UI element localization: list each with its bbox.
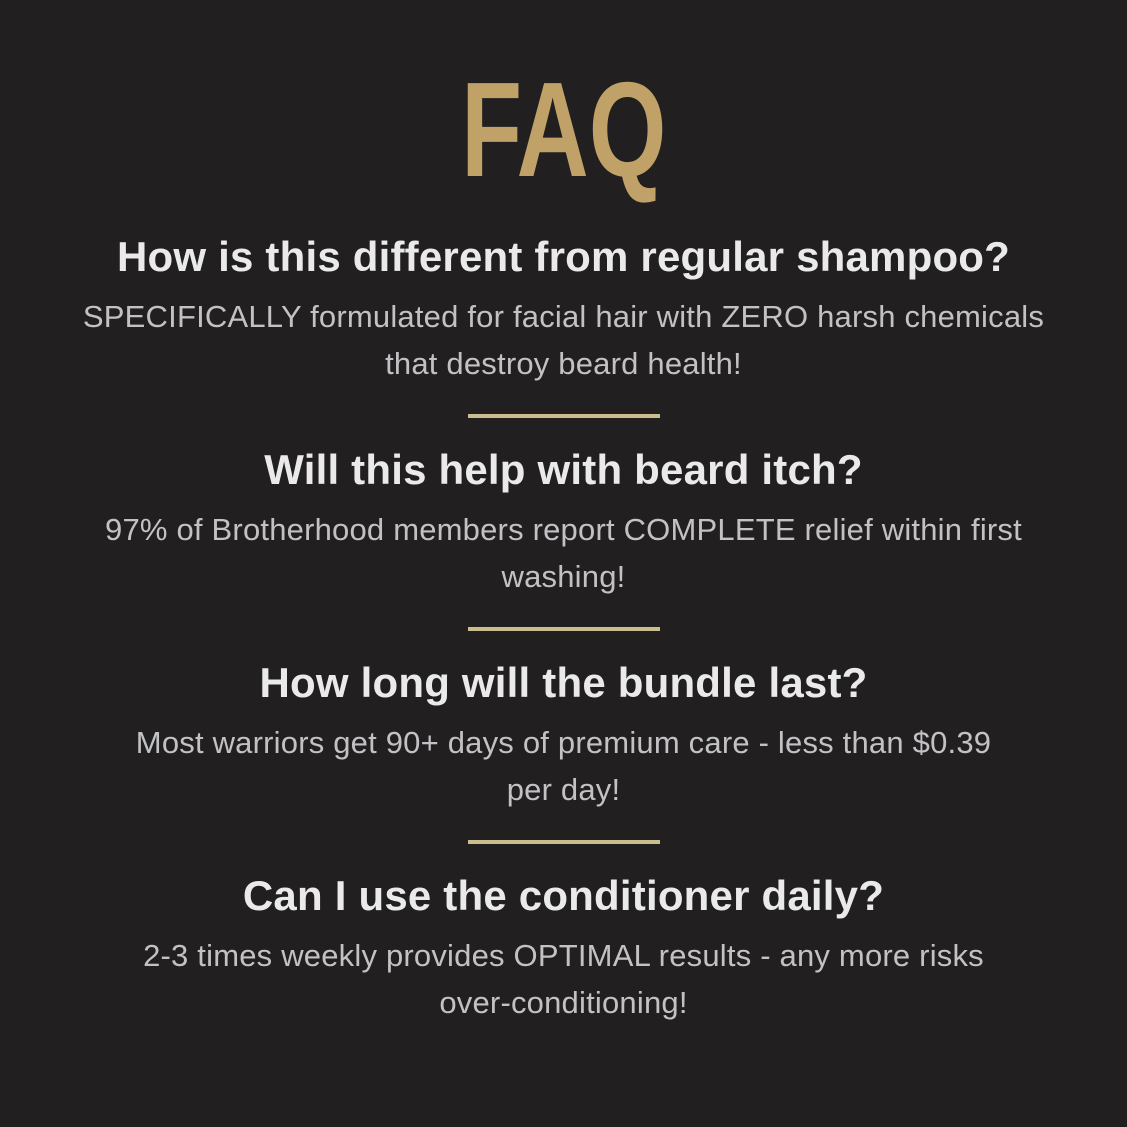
faq-question: How long will the bundle last? bbox=[259, 659, 868, 706]
faq-item-3: How long will the bundle last? Most warr… bbox=[59, 657, 1069, 813]
faq-answer-line: 2-3 times weekly provides OPTIMAL result… bbox=[143, 938, 984, 973]
faq-item-4: Can I use the conditioner daily? 2-3 tim… bbox=[59, 870, 1069, 1026]
faq-question: Will this help with beard itch? bbox=[264, 446, 863, 493]
page-title: FAQ bbox=[460, 54, 667, 205]
faq-answer-line: over-conditioning! bbox=[439, 985, 688, 1020]
faq-answer: 97% of Brotherhood members report COMPLE… bbox=[59, 506, 1069, 600]
faq-answer-line: washing! bbox=[501, 559, 626, 594]
faq-answer-line: Most warriors get 90+ days of premium ca… bbox=[135, 725, 992, 760]
faq-item-1: How is this different from regular shamp… bbox=[59, 231, 1069, 387]
section-divider bbox=[467, 627, 660, 631]
faq-answer-line: SPECIFICALLY formulated for facial hair … bbox=[82, 299, 1045, 334]
faq-question: How is this different from regular shamp… bbox=[116, 233, 1011, 280]
faq-answer-line: per day! bbox=[506, 772, 621, 807]
section-divider bbox=[467, 414, 660, 418]
faq-answer: SPECIFICALLY formulated for facial hair … bbox=[59, 293, 1069, 387]
section-divider bbox=[467, 840, 660, 844]
faq-answer-line: that destroy beard health! bbox=[385, 346, 742, 381]
faq-answer: 2-3 times weekly provides OPTIMAL result… bbox=[59, 932, 1069, 1026]
faq-item-2: Will this help with beard itch? 97% of B… bbox=[59, 444, 1069, 600]
faq-question: Can I use the conditioner daily? bbox=[242, 872, 885, 919]
faq-answer: Most warriors get 90+ days of premium ca… bbox=[59, 719, 1069, 813]
faq-answer-line: 97% of Brotherhood members report COMPLE… bbox=[105, 512, 1022, 547]
